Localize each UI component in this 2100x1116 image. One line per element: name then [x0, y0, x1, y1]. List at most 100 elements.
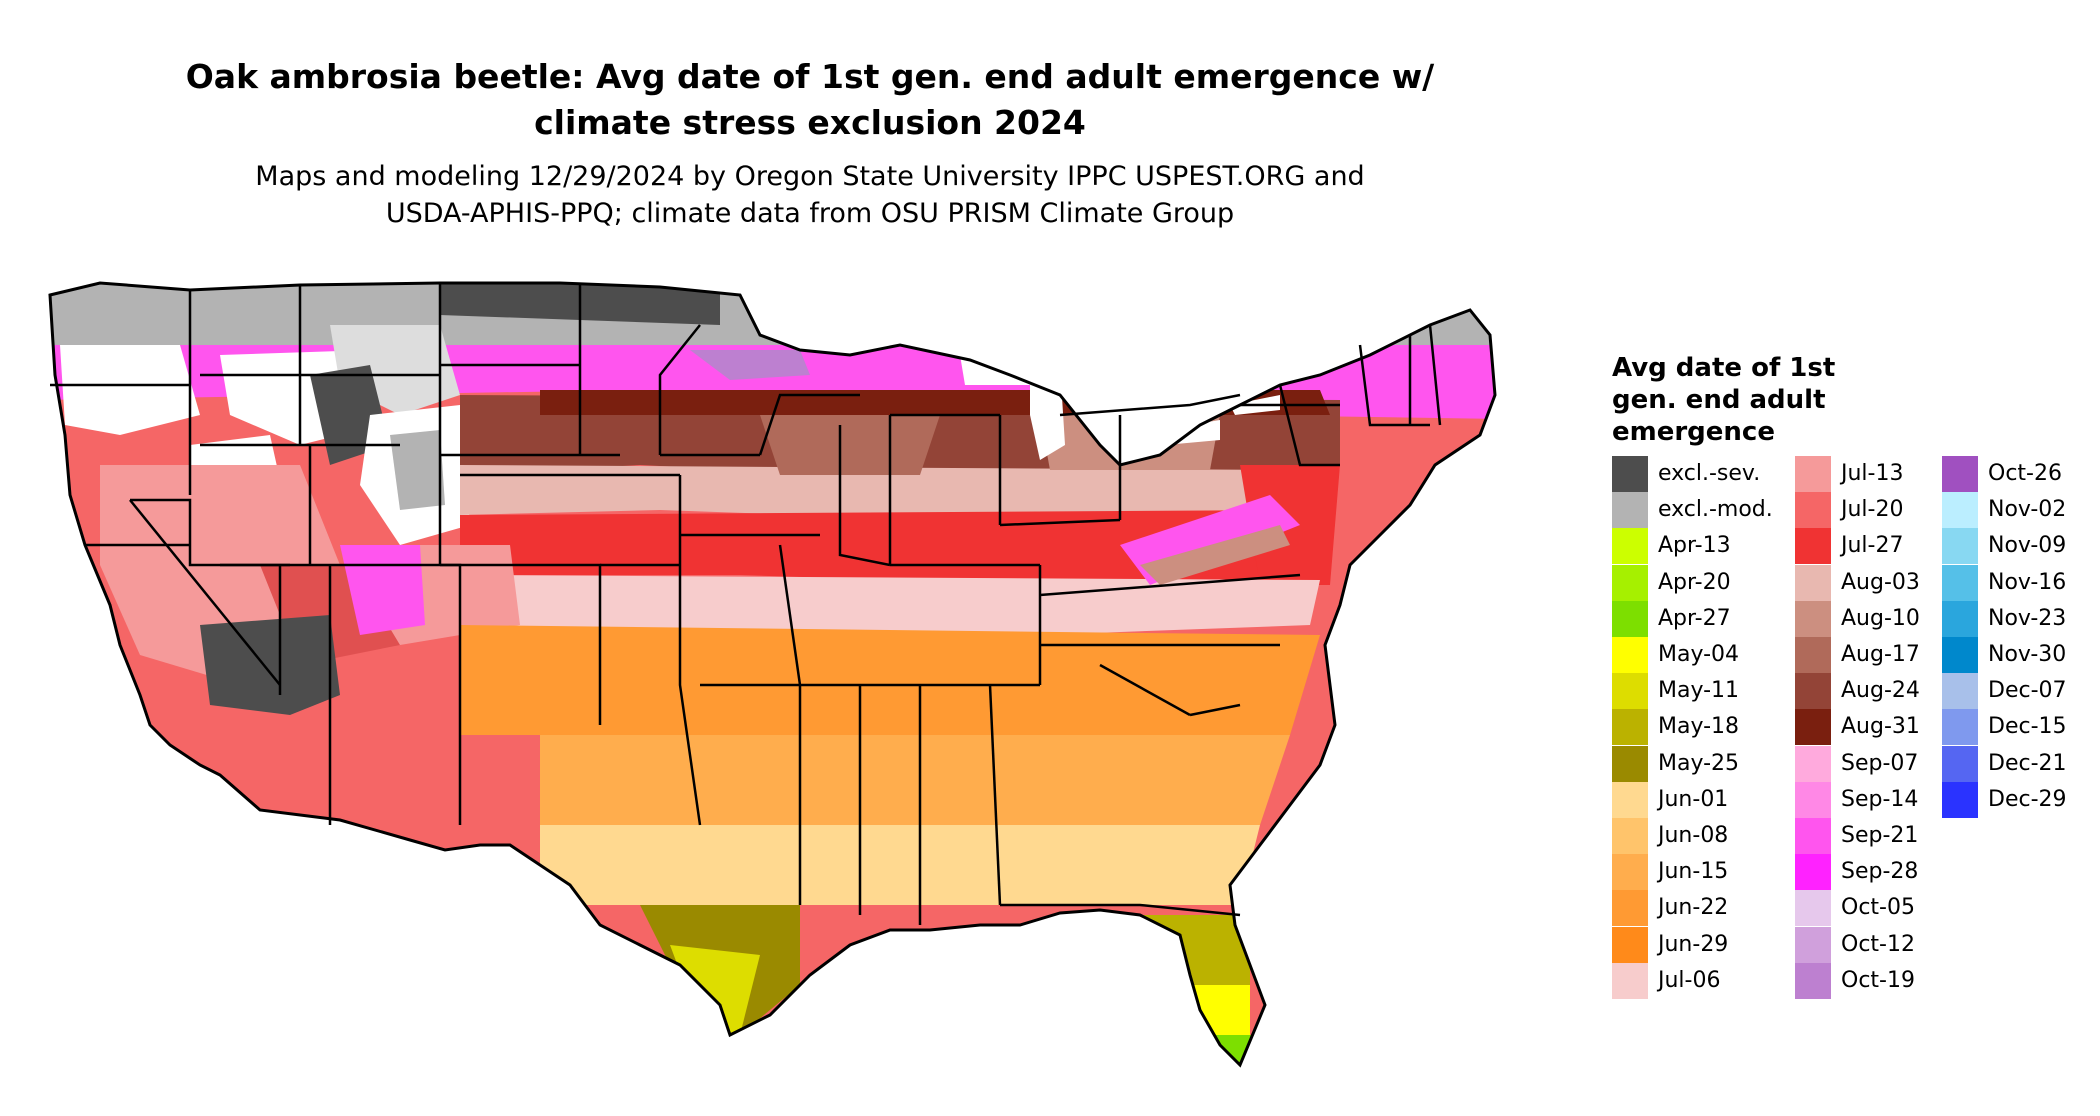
legend-swatch	[1612, 492, 1648, 528]
legend-item: Dec-07	[1942, 673, 2092, 709]
legend-label: Aug-10	[1841, 606, 1920, 631]
legend-label: Jun-01	[1658, 787, 1729, 812]
legend-item: Nov-30	[1942, 637, 2092, 673]
legend-item: Jul-27	[1795, 528, 1945, 564]
legend-swatch	[1942, 782, 1978, 818]
legend-label: Apr-27	[1658, 606, 1731, 631]
legend-label: excl.-sev.	[1658, 461, 1761, 486]
legend-swatch	[1795, 601, 1831, 637]
legend-swatch	[1612, 673, 1648, 709]
legend-swatch	[1612, 637, 1648, 673]
legend-item: Oct-05	[1795, 890, 1945, 926]
legend-swatch	[1795, 673, 1831, 709]
legend-item: Jul-06	[1612, 963, 1762, 999]
legend-label: Oct-12	[1841, 932, 1915, 957]
legend-swatch	[1795, 782, 1831, 818]
legend-item: May-11	[1612, 673, 1762, 709]
legend-item: Aug-17	[1795, 637, 1945, 673]
legend-swatch	[1795, 963, 1831, 999]
legend-swatch	[1795, 637, 1831, 673]
legend-title-line-1: Avg date of 1st	[1612, 353, 1836, 383]
legend-item: Oct-26	[1942, 456, 2092, 492]
legend-item: Dec-21	[1942, 746, 2092, 782]
legend-swatch	[1612, 528, 1648, 564]
legend: excl.-sev. excl.-mod. Apr-13 Apr-20 Apr-27 Ma…	[1612, 456, 2092, 1006]
legend-item: Nov-09	[1942, 528, 2092, 564]
legend-swatch	[1795, 492, 1831, 528]
legend-label: Nov-23	[1988, 606, 2067, 631]
legend-title-line-2: gen. end adult	[1612, 385, 1826, 415]
subtitle-line-2: USDA-APHIS-PPQ; climate data from OSU PR…	[385, 198, 1235, 229]
legend-label: Sep-28	[1841, 859, 1919, 884]
legend-label: Dec-29	[1988, 787, 2067, 812]
legend-label: May-11	[1658, 678, 1740, 703]
legend-label: Jul-27	[1841, 533, 1904, 558]
state-borders	[50, 283, 1442, 925]
legend-item: Jun-15	[1612, 854, 1762, 890]
legend-swatch	[1795, 709, 1831, 745]
legend-item: excl.-mod.	[1612, 492, 1773, 528]
legend-label: Jun-22	[1658, 895, 1729, 920]
legend-item: Sep-07	[1795, 746, 1945, 782]
legend-swatch	[1942, 456, 1978, 492]
legend-label: Jun-15	[1658, 859, 1729, 884]
legend-label: Aug-31	[1841, 714, 1920, 739]
legend-swatch	[1942, 528, 1978, 564]
legend-swatch	[1942, 492, 1978, 528]
legend-swatch	[1612, 601, 1648, 637]
legend-swatch	[1942, 709, 1978, 745]
legend-item: Sep-21	[1795, 818, 1945, 854]
legend-swatch	[1942, 673, 1978, 709]
legend-item: Sep-14	[1795, 782, 1945, 818]
legend-item: Sep-28	[1795, 854, 1945, 890]
legend-item: Jun-01	[1612, 782, 1762, 818]
legend-swatch	[1612, 565, 1648, 601]
legend-label: Aug-17	[1841, 642, 1920, 667]
legend-swatch	[1612, 456, 1648, 492]
legend-label: Aug-24	[1841, 678, 1920, 703]
legend-label: Jul-13	[1841, 461, 1904, 486]
title-line-2: climate stress exclusion 2024	[534, 103, 1086, 142]
legend-swatch	[1612, 818, 1648, 854]
legend-label: Dec-15	[1988, 714, 2067, 739]
legend-label: Sep-07	[1841, 751, 1919, 776]
legend-label: Jun-08	[1658, 823, 1729, 848]
legend-item: Jun-22	[1612, 890, 1762, 926]
legend-item: Nov-16	[1942, 565, 2092, 601]
legend-label: Aug-03	[1841, 570, 1920, 595]
us-map	[48, 281, 1497, 1067]
legend-label: Dec-21	[1988, 751, 2067, 776]
subtitle-line-1: Maps and modeling 12/29/2024 by Oregon S…	[255, 161, 1365, 192]
legend-item: Aug-31	[1795, 709, 1945, 745]
legend-swatch	[1942, 746, 1978, 782]
legend-item: Jul-13	[1795, 456, 1945, 492]
legend-swatch	[1795, 456, 1831, 492]
legend-label: Oct-19	[1841, 968, 1915, 993]
legend-item: May-25	[1612, 746, 1762, 782]
legend-swatch	[1942, 565, 1978, 601]
legend-item: Dec-29	[1942, 782, 2092, 818]
legend-label: Jun-29	[1658, 932, 1729, 957]
legend-swatch	[1612, 782, 1648, 818]
legend-label: Nov-02	[1988, 497, 2067, 522]
legend-swatch	[1942, 601, 1978, 637]
legend-label: Oct-26	[1988, 461, 2062, 486]
legend-item: Aug-03	[1795, 565, 1945, 601]
legend-title: Avg date of 1st gen. end adult emergence	[1612, 352, 1952, 448]
legend-label: Nov-16	[1988, 570, 2067, 595]
title-line-1: Oak ambrosia beetle: Avg date of 1st gen…	[185, 57, 1435, 96]
legend-item: Apr-13	[1612, 528, 1762, 564]
legend-label: May-25	[1658, 751, 1740, 776]
legend-label: May-04	[1658, 642, 1740, 667]
legend-swatch	[1612, 709, 1648, 745]
legend-label: Dec-07	[1988, 678, 2067, 703]
legend-swatch	[1795, 854, 1831, 890]
legend-label: Jul-20	[1841, 497, 1904, 522]
legend-swatch	[1795, 528, 1831, 564]
legend-swatch	[1612, 963, 1648, 999]
legend-label: May-18	[1658, 714, 1740, 739]
legend-item: Oct-19	[1795, 963, 1945, 999]
legend-label: Nov-09	[1988, 533, 2067, 558]
legend-label: Oct-05	[1841, 895, 1915, 920]
legend-item: Oct-12	[1795, 927, 1945, 963]
